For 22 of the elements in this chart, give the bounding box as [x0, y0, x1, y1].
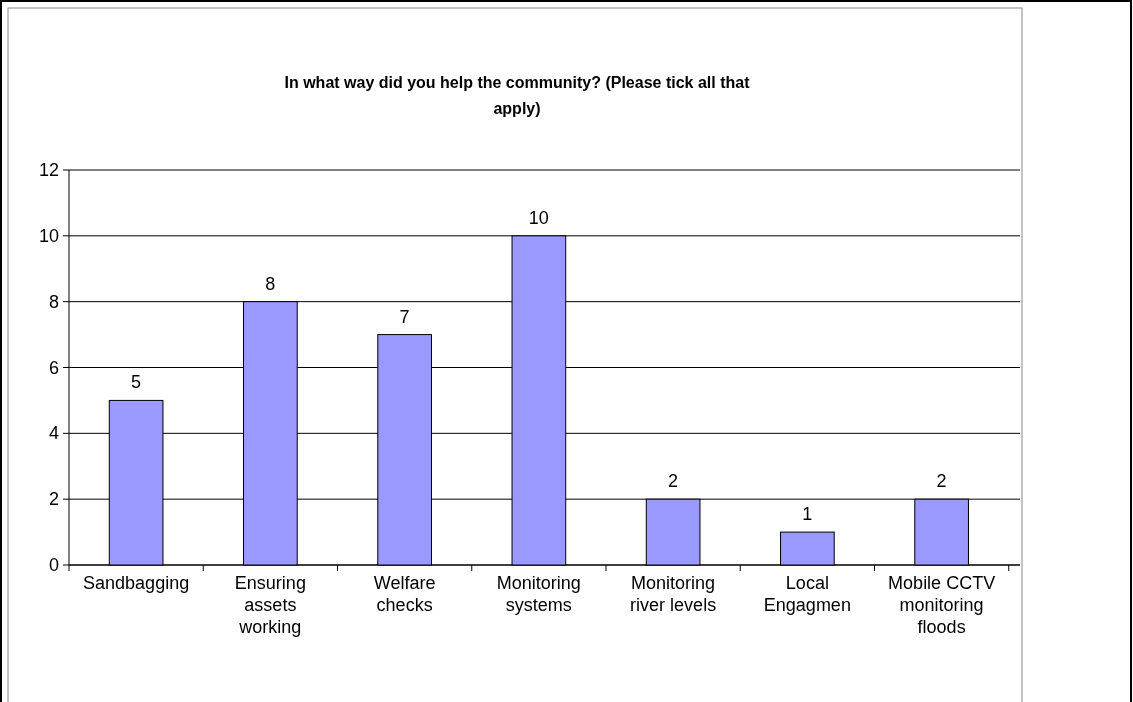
y-tick-label: 10	[38, 225, 59, 246]
data-label: 2	[668, 471, 679, 492]
data-label: 2	[936, 471, 947, 492]
x-tick-label: Mobile CCTV monitoring floods	[888, 573, 996, 637]
chart-title: In what way did you help the community? (Please tick all that apply)	[284, 74, 751, 117]
y-tick-label: 2	[48, 489, 59, 510]
x-tick-label: Monitoring systems	[496, 573, 581, 615]
x-tick-label: Local Engagmen	[763, 573, 851, 615]
data-label: 1	[802, 504, 813, 525]
y-tick-label: 0	[48, 555, 59, 575]
x-tick-label: Sandbagging	[83, 573, 190, 593]
data-label: 10	[528, 207, 549, 228]
x-tick-label: Ensuring assets working	[234, 573, 306, 637]
y-tick-label: 6	[48, 357, 59, 378]
x-tick-label: Monitoring river levels	[630, 573, 717, 615]
data-label: 8	[265, 273, 276, 294]
data-label: 7	[399, 306, 410, 327]
y-tick-label: 4	[48, 423, 59, 444]
y-tick-label: 12	[38, 160, 59, 180]
x-tick-label: Welfare checks	[373, 573, 436, 615]
data-label: 5	[131, 372, 142, 393]
y-tick-label: 8	[48, 291, 59, 312]
